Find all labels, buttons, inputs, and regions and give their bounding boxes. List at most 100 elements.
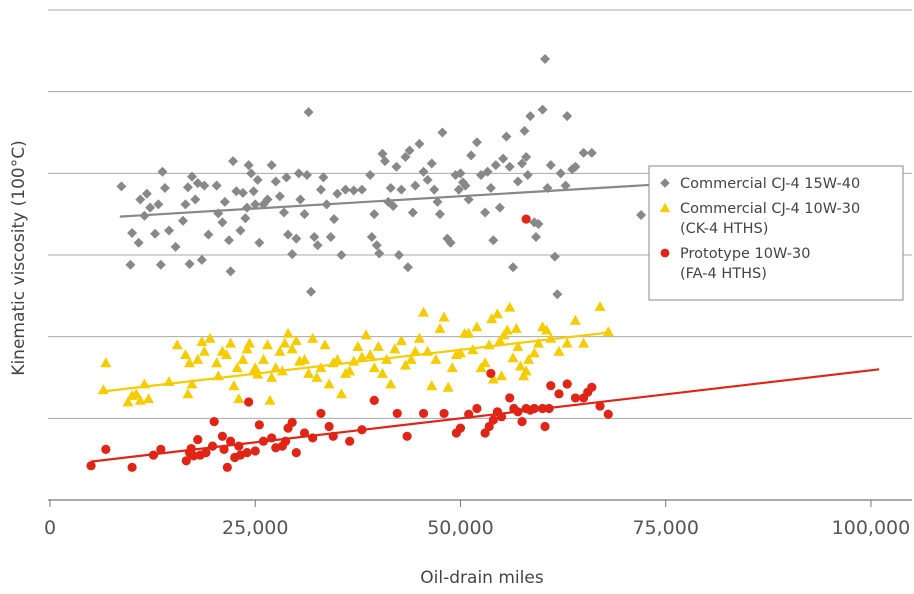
- data-point: [184, 258, 195, 269]
- data-point: [562, 379, 572, 389]
- data-point: [369, 395, 379, 405]
- x-tick-label: 50,000: [427, 517, 493, 539]
- data-point: [471, 137, 482, 148]
- data-point: [159, 183, 170, 194]
- data-point: [211, 180, 222, 191]
- data-point: [562, 111, 573, 122]
- data-point: [434, 209, 445, 220]
- data-point: [395, 335, 407, 346]
- data-point: [97, 384, 109, 395]
- data-point: [396, 184, 407, 195]
- data-point: [487, 373, 499, 384]
- data-point: [164, 225, 175, 236]
- data-point: [329, 214, 340, 225]
- data-point: [315, 184, 326, 195]
- data-point: [404, 145, 415, 156]
- data-point: [291, 233, 302, 244]
- data-point: [504, 161, 515, 172]
- data-point: [219, 196, 230, 207]
- data-point: [222, 462, 232, 472]
- data-point: [366, 232, 377, 243]
- data-point: [512, 176, 523, 187]
- data-point: [130, 388, 142, 399]
- data-point: [426, 380, 438, 391]
- data-point: [569, 314, 581, 325]
- data-point: [156, 444, 166, 454]
- data-point: [388, 201, 399, 211]
- legend-box: [648, 165, 904, 301]
- data-point: [340, 184, 351, 195]
- data-point: [523, 354, 535, 364]
- data-point: [295, 194, 306, 205]
- data-point: [316, 408, 326, 419]
- data-point: [407, 207, 418, 218]
- data-point: [391, 161, 402, 172]
- data-point: [262, 194, 273, 205]
- data-point: [307, 332, 319, 343]
- data-point: [372, 340, 384, 351]
- data-point: [484, 421, 494, 432]
- data-point: [454, 347, 466, 358]
- data-point: [413, 332, 425, 343]
- data-point: [368, 362, 380, 373]
- data-point: [303, 367, 315, 378]
- data-point: [482, 166, 493, 177]
- data-point: [192, 354, 204, 364]
- data-point: [369, 209, 380, 220]
- data-point: [324, 421, 334, 432]
- data-point: [512, 340, 524, 351]
- data-point: [318, 172, 329, 183]
- data-point: [86, 461, 96, 471]
- data-point: [209, 417, 219, 427]
- legend-label: Commercial CJ-4 10W-30: [680, 201, 860, 217]
- data-point: [463, 327, 475, 338]
- data-point: [438, 311, 450, 322]
- data-point: [100, 357, 112, 368]
- data-point: [578, 337, 590, 348]
- data-point: [250, 446, 260, 456]
- data-point: [286, 343, 298, 354]
- data-point: [177, 215, 188, 226]
- data-point: [533, 218, 544, 229]
- data-point: [246, 168, 257, 179]
- data-point: [332, 188, 343, 199]
- data-point: [348, 185, 359, 196]
- data-point: [182, 388, 194, 399]
- data-point: [352, 340, 364, 351]
- data-point: [504, 301, 516, 312]
- data-point: [122, 396, 134, 407]
- data-point: [257, 354, 269, 364]
- data-point: [517, 417, 527, 427]
- data-point: [537, 104, 548, 115]
- data-point: [371, 240, 382, 251]
- data-point: [426, 158, 437, 169]
- data-point: [356, 184, 367, 195]
- data-point: [143, 393, 155, 404]
- x-tick-label: 75,000: [632, 517, 698, 539]
- data-point: [365, 169, 376, 180]
- legend: Commercial CJ-4 15W-40 Commercial CJ-4 10…: [648, 165, 904, 301]
- series-3-points: [86, 214, 613, 472]
- data-point: [241, 343, 253, 354]
- data-point: [490, 160, 501, 171]
- x-tick-label: 100,000: [832, 517, 911, 539]
- data-point: [133, 237, 144, 248]
- data-point: [217, 217, 228, 228]
- data-point: [514, 360, 526, 371]
- data-point: [266, 372, 278, 382]
- data-point: [312, 240, 323, 251]
- data-point: [429, 184, 440, 195]
- data-point: [570, 161, 581, 172]
- data-point: [385, 183, 396, 194]
- data-point: [235, 225, 246, 236]
- data-point: [282, 327, 294, 338]
- legend-label: (FA-4 HTHS): [680, 266, 767, 282]
- data-point: [237, 354, 249, 364]
- data-point: [228, 380, 240, 391]
- data-point: [228, 156, 239, 167]
- data-point: [127, 462, 137, 472]
- x-tick-label: 0: [44, 517, 56, 539]
- data-point: [231, 362, 243, 373]
- data-point: [221, 349, 233, 360]
- x-axis-title: Oil-drain miles: [420, 568, 544, 588]
